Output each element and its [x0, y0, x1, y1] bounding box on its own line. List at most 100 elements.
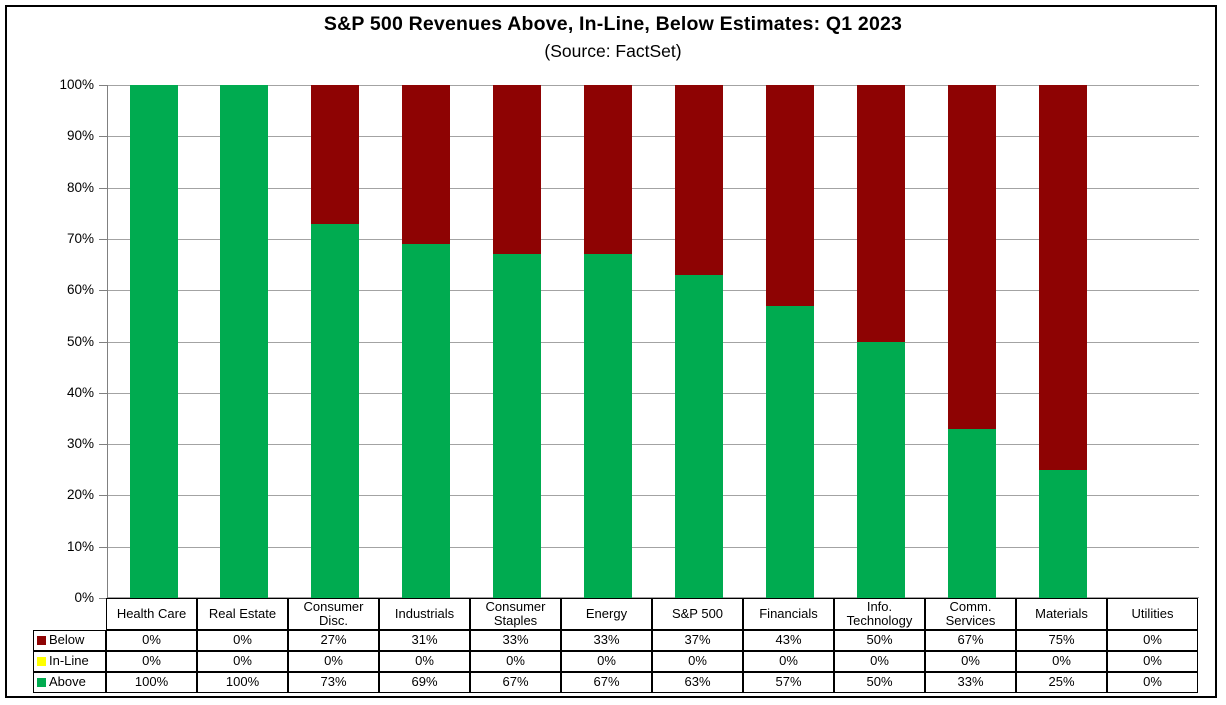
legend-label-below: Below	[49, 632, 85, 648]
category-header-cell: Industrials	[379, 598, 470, 630]
bar-segment-above-s-p-500	[675, 274, 723, 598]
value-cell-in-line-comm-services: 0%	[925, 651, 1016, 672]
value-cell-above-materials: 25%	[1016, 672, 1107, 693]
value-cell-above-health-care: 100%	[106, 672, 197, 693]
y-axis-tick-mark	[99, 136, 107, 138]
bar-segment-above-health-care	[129, 85, 178, 598]
y-axis-tick-mark	[99, 598, 107, 599]
value-cell-below-health-care: 0%	[106, 630, 197, 651]
value-cell-in-line-financials: 0%	[743, 651, 834, 672]
category-header-cell: Energy	[561, 598, 652, 630]
legend-swatch-below-icon	[37, 636, 46, 645]
y-axis-tick-mark	[99, 290, 107, 292]
value-cell-in-line-info-technology: 0%	[834, 651, 925, 672]
gridline	[108, 85, 1199, 86]
y-axis-ticks	[99, 85, 107, 599]
y-axis-tick-label: 70%	[66, 230, 94, 246]
y-axis-tick-label: 100%	[59, 77, 94, 92]
bar-segment-above-comm-services	[947, 428, 996, 598]
y-axis-tick-mark	[99, 546, 107, 548]
value-cell-below-industrials: 31%	[379, 630, 470, 651]
bar-segment-above-real-estate	[220, 85, 269, 598]
gridline	[108, 392, 1199, 394]
value-cell-below-energy: 33%	[561, 630, 652, 651]
bar-segment-above-info-technology	[856, 341, 905, 598]
value-cell-above-consumer-staples: 67%	[470, 672, 561, 693]
category-header-cell: Utilities	[1107, 598, 1198, 630]
category-header-cell: Real Estate	[197, 598, 288, 630]
y-axis-tick-label: 10%	[66, 538, 94, 554]
bar-segment-above-energy	[584, 254, 632, 598]
value-cell-below-consumer-disc: 27%	[288, 630, 379, 651]
bar-segment-below-consumer-disc	[311, 85, 360, 224]
legend-cell-in-line: In-Line	[33, 651, 106, 672]
category-header-cell: S&P 500	[652, 598, 743, 630]
value-cell-above-s-p-500: 63%	[652, 672, 743, 693]
value-cell-in-line-s-p-500: 0%	[652, 651, 743, 672]
y-axis-tick-label: 60%	[66, 282, 94, 298]
value-cell-above-financials: 57%	[743, 672, 834, 693]
chart-outer-border	[5, 5, 1217, 698]
value-cell-in-line-real-estate: 0%	[197, 651, 288, 672]
bar-segment-below-financials	[765, 85, 814, 306]
value-cell-below-info-technology: 50%	[834, 630, 925, 651]
y-axis-tick-label: 50%	[66, 333, 94, 349]
category-header-cell: Consumer Staples	[470, 598, 561, 630]
gridline	[108, 444, 1199, 446]
legend-label-above: Above	[49, 674, 86, 690]
legend-swatch-in-line-icon	[37, 657, 46, 666]
gridline	[108, 187, 1199, 189]
value-cell-in-line-energy: 0%	[561, 651, 652, 672]
value-cell-below-real-estate: 0%	[197, 630, 288, 651]
chart-subtitle: (Source: FactSet)	[544, 41, 682, 61]
category-header-cell: Comm. Services	[925, 598, 1016, 630]
plot-area	[107, 84, 1199, 598]
value-cell-above-info-technology: 50%	[834, 672, 925, 693]
value-cell-in-line-industrials: 0%	[379, 651, 470, 672]
value-cell-above-real-estate: 100%	[197, 672, 288, 693]
y-axis-tick-label: 80%	[66, 179, 94, 195]
gridline	[108, 136, 1199, 138]
bar-segment-above-financials	[765, 305, 814, 598]
y-axis-tick-mark	[99, 238, 107, 240]
bar-segment-below-s-p-500	[675, 85, 723, 275]
y-axis-tick-mark	[99, 444, 107, 446]
y-axis-tick-label: 30%	[66, 436, 94, 452]
category-header-cell: Info. Technology	[834, 598, 925, 630]
gridline	[108, 290, 1199, 292]
bar-segment-above-materials	[1038, 469, 1087, 598]
value-cell-above-utilities: 0%	[1107, 672, 1198, 693]
table-corner	[33, 598, 106, 630]
y-axis-tick-label: 0%	[74, 590, 94, 605]
gridline	[108, 495, 1199, 497]
value-cell-above-comm-services: 33%	[925, 672, 1016, 693]
bar-segment-above-industrials	[402, 244, 451, 598]
category-header-cell: Health Care	[106, 598, 197, 630]
value-cell-above-energy: 67%	[561, 672, 652, 693]
bar-segment-below-info-technology	[856, 85, 905, 342]
value-cell-above-industrials: 69%	[379, 672, 470, 693]
value-cell-in-line-utilities: 0%	[1107, 651, 1198, 672]
bar-segment-below-energy	[584, 85, 632, 255]
bar-segment-below-consumer-staples	[493, 85, 542, 255]
legend-swatch-above-icon	[37, 678, 46, 687]
y-axis-tick-mark	[99, 85, 107, 86]
value-cell-below-financials: 43%	[743, 630, 834, 651]
bar-segment-below-industrials	[402, 85, 451, 244]
value-cell-below-comm-services: 67%	[925, 630, 1016, 651]
chart-title: S&P 500 Revenues Above, In-Line, Below E…	[323, 13, 903, 35]
gridline	[108, 546, 1199, 548]
category-header-cell: Financials	[743, 598, 834, 630]
y-axis-labels: 100% 90% 80% 70% 60% 50% 40% 30% 20% 10% 0%	[30, 77, 94, 605]
legend-cell-above: Above	[33, 672, 106, 693]
value-cell-above-consumer-disc: 73%	[288, 672, 379, 693]
value-cell-in-line-health-care: 0%	[106, 651, 197, 672]
bar-segment-below-comm-services	[947, 85, 996, 429]
value-cell-below-s-p-500: 37%	[652, 630, 743, 651]
y-axis-tick-label: 20%	[66, 487, 94, 503]
bar-segment-above-consumer-disc	[311, 223, 360, 598]
bar-segment-above-consumer-staples	[493, 254, 542, 598]
value-cell-in-line-consumer-disc: 0%	[288, 651, 379, 672]
gridline	[108, 341, 1199, 343]
